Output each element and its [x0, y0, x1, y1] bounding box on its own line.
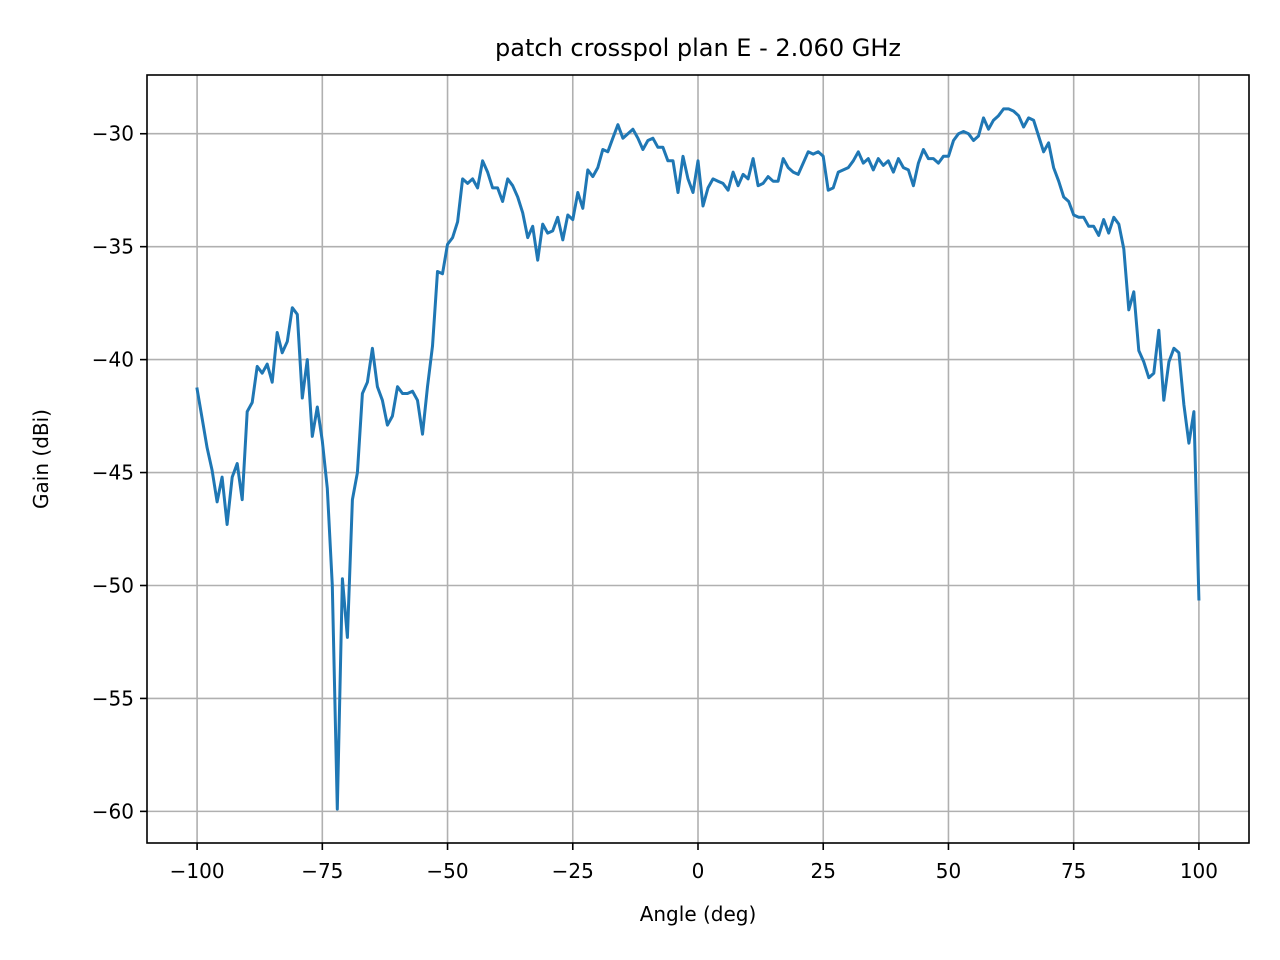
axis-ticks: −100 −75 −50 −25 0 25 50 75 100 −60 −55 −50 −45 −40 −3…	[92, 122, 1218, 883]
y-tick-label: −30	[92, 122, 134, 146]
x-tick-label: 75	[1061, 859, 1086, 883]
x-tick-label: 100	[1180, 859, 1218, 883]
x-tick-label: 25	[811, 859, 836, 883]
y-tick-label: −55	[92, 686, 134, 710]
y-tick-label: −45	[92, 461, 134, 485]
plot-lines	[195, 107, 1201, 811]
y-axis-label: Gain (dBi)	[29, 409, 53, 509]
y-tick-label: −40	[92, 348, 134, 372]
x-tick-label: −50	[426, 859, 468, 883]
x-tick-label: −75	[301, 859, 343, 883]
x-axis-label: Angle (deg)	[640, 902, 757, 926]
x-tick-label: 50	[936, 859, 961, 883]
x-tick-label: −25	[552, 859, 594, 883]
chart-title: patch crosspol plan E - 2.060 GHz	[495, 34, 901, 62]
y-tick-label: −35	[92, 235, 134, 259]
y-tick-label: −50	[92, 573, 134, 597]
x-tick-label: 0	[692, 859, 705, 883]
y-tick-label: −60	[92, 799, 134, 823]
grid	[147, 75, 1249, 843]
series-line	[195, 107, 1201, 811]
x-tick-label: −100	[170, 859, 225, 883]
